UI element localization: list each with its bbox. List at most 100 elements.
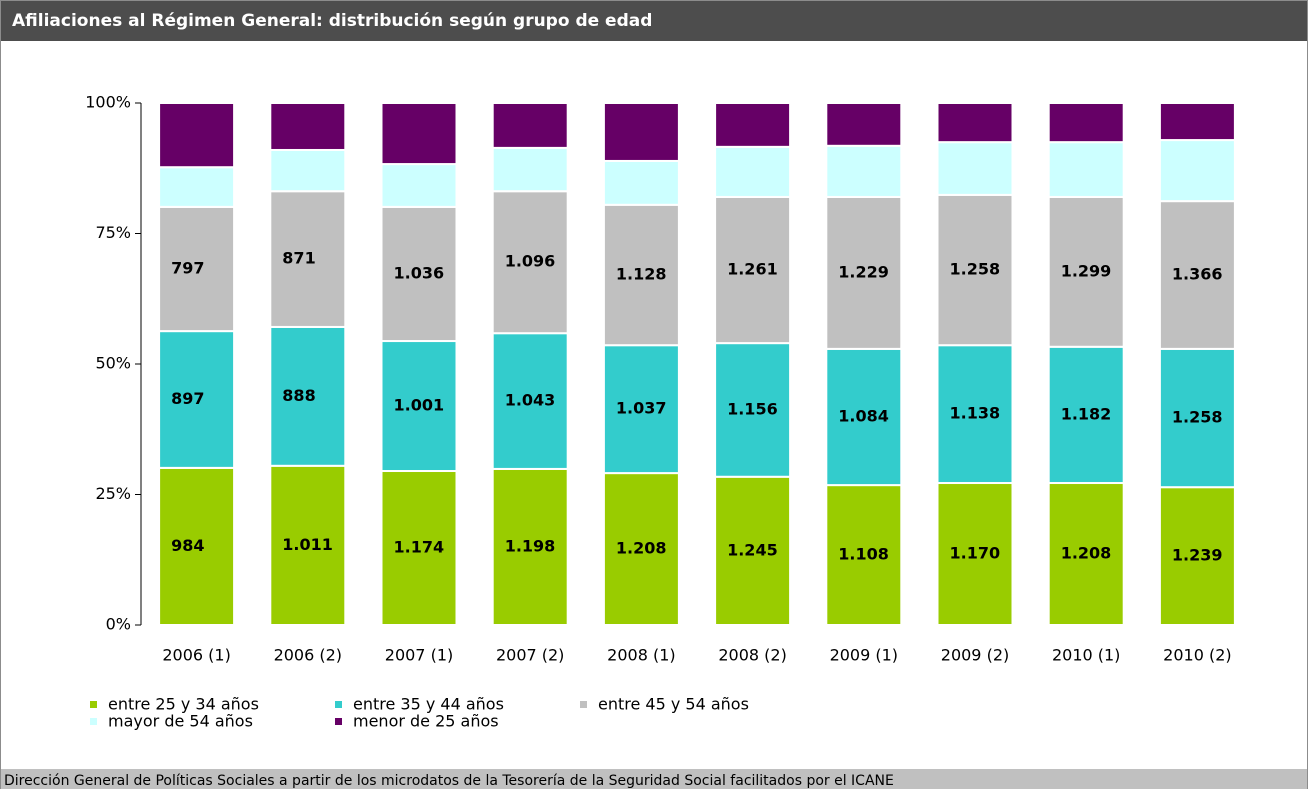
x-tick-label: 2006 (2) xyxy=(274,646,342,665)
bar-segment xyxy=(1047,345,1125,485)
legend-label: entre 25 y 34 años xyxy=(108,695,259,714)
header-bar xyxy=(1,1,1307,41)
bar-segment xyxy=(825,484,903,626)
data-label: 1.138 xyxy=(950,404,1001,423)
data-label: 871 xyxy=(282,249,315,268)
data-label: 1.084 xyxy=(838,406,889,425)
bar-segment xyxy=(602,102,680,162)
bar-segment xyxy=(936,344,1014,485)
bar-segment xyxy=(491,190,569,335)
bar-segment xyxy=(158,102,236,169)
legend-swatch xyxy=(335,701,342,708)
legend-swatch xyxy=(90,718,97,725)
legend-label: entre 45 y 54 años xyxy=(598,695,749,714)
data-label: 797 xyxy=(171,258,204,277)
data-label: 1.258 xyxy=(950,260,1001,279)
x-tick-label: 2009 (1) xyxy=(830,646,898,665)
legend-label: entre 35 y 44 años xyxy=(353,695,504,714)
bar-segment xyxy=(825,144,903,198)
y-tick-label: 100% xyxy=(85,93,131,112)
x-tick-label: 2007 (1) xyxy=(385,646,453,665)
data-label: 1.011 xyxy=(282,535,333,554)
bar-segment xyxy=(1047,195,1125,348)
bar-segment xyxy=(714,475,792,627)
bar-segment xyxy=(380,340,458,473)
data-label: 1.001 xyxy=(394,396,445,415)
x-tick-label: 2006 (1) xyxy=(162,646,230,665)
x-tick-label: 2008 (2) xyxy=(718,646,786,665)
bar-segment xyxy=(269,325,347,467)
bar-segment xyxy=(1158,200,1236,350)
chart-title: Afiliaciones al Régimen General: distrib… xyxy=(12,11,652,31)
bar-segment xyxy=(714,342,792,478)
bar-segment xyxy=(158,466,236,626)
data-label: 1.108 xyxy=(838,545,889,564)
data-label: 888 xyxy=(282,386,315,405)
bar-segment xyxy=(269,102,347,151)
y-tick-label: 50% xyxy=(95,354,131,373)
bar-segment xyxy=(936,482,1014,626)
bar-segment xyxy=(602,159,680,206)
footer-bar xyxy=(1,769,1307,789)
bar-segment xyxy=(269,190,347,328)
bar-segment xyxy=(158,166,236,208)
data-label: 1.182 xyxy=(1061,404,1112,423)
data-label: 1.208 xyxy=(616,539,667,558)
data-label: 1.245 xyxy=(727,540,778,559)
data-label: 1.261 xyxy=(727,260,778,279)
source: Dirección General de Políticas Sociales … xyxy=(4,773,894,789)
data-label: 1.366 xyxy=(1172,264,1223,283)
bar-segment xyxy=(1158,347,1236,489)
bar-segment xyxy=(602,344,680,475)
bar-segment xyxy=(1047,102,1125,144)
y-tick-label: 75% xyxy=(95,223,131,242)
data-label: 984 xyxy=(171,536,204,555)
x-tick-label: 2010 (1) xyxy=(1052,646,1120,665)
bar-segment xyxy=(936,193,1014,347)
legend-swatch xyxy=(90,701,97,708)
bar-segment xyxy=(269,148,347,193)
x-tick-label: 2010 (2) xyxy=(1163,646,1231,665)
bar-segment xyxy=(491,467,569,626)
bar-segment xyxy=(380,102,458,166)
bar-segment xyxy=(1158,486,1236,626)
bar-segment xyxy=(936,102,1014,144)
data-label: 1.036 xyxy=(394,263,445,282)
bar-segment xyxy=(1047,482,1125,626)
bar-segment xyxy=(714,195,792,345)
bar-segment xyxy=(380,163,458,208)
bar-segment xyxy=(1047,141,1125,198)
data-label: 1.208 xyxy=(1061,544,1112,563)
data-label: 1.037 xyxy=(616,399,667,418)
bar-segment xyxy=(491,332,569,470)
legend-label: mayor de 54 años xyxy=(108,712,253,731)
bar-segment xyxy=(1158,139,1236,203)
legend-label: menor de 25 años xyxy=(353,712,499,731)
data-label: 897 xyxy=(171,389,204,408)
data-label: 1.128 xyxy=(616,264,667,283)
bar-segment xyxy=(1158,102,1236,142)
bar-segment xyxy=(491,102,569,149)
data-label: 1.258 xyxy=(1172,408,1223,427)
x-tick-label: 2008 (1) xyxy=(607,646,675,665)
data-label: 1.174 xyxy=(394,538,445,557)
bar-segment xyxy=(602,472,680,626)
bar-segment xyxy=(491,146,569,193)
data-label: 1.043 xyxy=(505,391,556,410)
legend-swatch xyxy=(580,701,587,708)
legend-swatch xyxy=(335,718,342,725)
data-label: 1.096 xyxy=(505,252,556,271)
bar-segment xyxy=(380,470,458,627)
bar-segment xyxy=(714,145,792,198)
data-label: 1.156 xyxy=(727,399,778,418)
bar-segment xyxy=(936,141,1014,196)
bar-segment xyxy=(825,195,903,350)
data-label: 1.239 xyxy=(1172,546,1223,565)
x-tick-label: 2009 (2) xyxy=(941,646,1009,665)
bar-segment xyxy=(602,203,680,347)
x-tick-label: 2007 (2) xyxy=(496,646,564,665)
data-label: 1.299 xyxy=(1061,261,1112,280)
data-label: 1.198 xyxy=(505,536,556,555)
bar-segment xyxy=(714,102,792,148)
